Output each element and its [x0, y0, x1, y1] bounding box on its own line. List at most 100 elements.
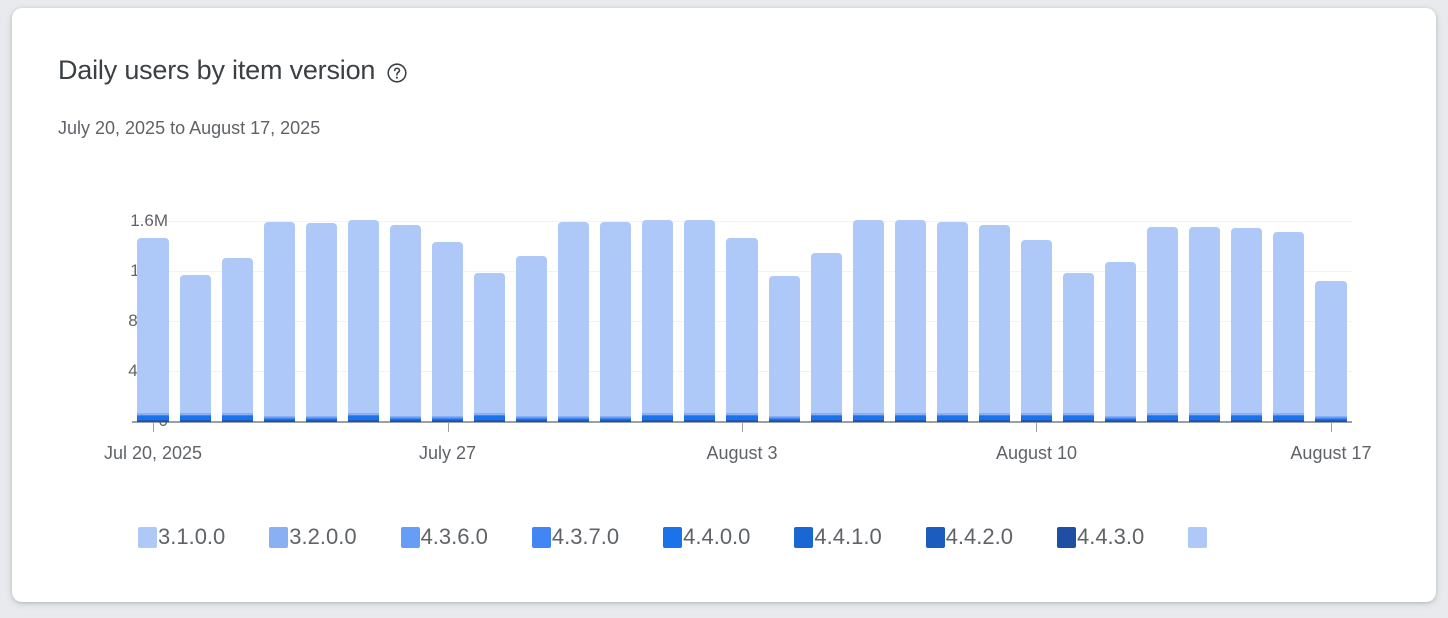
legend-item[interactable] — [1188, 526, 1208, 548]
bar-segment — [1105, 262, 1137, 417]
bar-segment — [179, 414, 211, 416]
bar-segment — [389, 419, 421, 421]
bar-segment — [768, 418, 800, 419]
bar-column[interactable] — [474, 273, 506, 421]
bar-column[interactable] — [263, 221, 295, 421]
bar-column[interactable] — [137, 238, 169, 421]
legend-item[interactable]: 4.4.2.0 — [925, 524, 1013, 550]
bar-column[interactable] — [684, 219, 716, 421]
bar-column[interactable] — [894, 219, 926, 421]
bar-column[interactable] — [1105, 262, 1137, 421]
bar-segment — [1105, 418, 1137, 419]
help-circle-icon[interactable] — [386, 62, 408, 84]
legend-item[interactable]: 4.3.7.0 — [531, 524, 619, 550]
bar-segment — [1231, 416, 1263, 420]
bar-column[interactable] — [558, 222, 590, 421]
bar-segment — [1062, 416, 1095, 420]
legend-item[interactable]: 4.4.0.0 — [663, 524, 750, 550]
legend-color-swatch — [1056, 526, 1076, 548]
bar-segment — [852, 415, 884, 417]
legend-item[interactable]: 4.4.1.0 — [794, 524, 882, 550]
bar-segment — [726, 419, 758, 421]
bar-segment — [137, 416, 169, 420]
bar-column[interactable] — [431, 242, 464, 421]
legend-item[interactable]: 3.2.0.0 — [269, 524, 357, 550]
bar-segment — [389, 417, 421, 419]
bar-segment — [978, 415, 1010, 417]
x-axis-tick — [1330, 423, 1332, 432]
bar-segment — [431, 418, 464, 419]
bar-column[interactable] — [936, 221, 968, 421]
bar-segment — [684, 415, 716, 417]
bar-column[interactable] — [1231, 228, 1263, 421]
bar-column[interactable] — [221, 258, 253, 421]
bar-segment — [305, 223, 337, 417]
bar-segment — [1020, 414, 1053, 416]
bar-segment — [1231, 228, 1263, 414]
bar-segment — [1147, 416, 1179, 420]
bar-segment — [558, 416, 590, 418]
bar-segment — [347, 416, 379, 420]
bar-segment — [179, 416, 211, 420]
bar-column[interactable] — [1147, 227, 1179, 421]
page-title: Daily users by item version — [58, 55, 408, 86]
bar-column[interactable] — [1020, 240, 1053, 421]
bar-segment — [894, 219, 926, 414]
chart-axis-baseline — [132, 421, 1352, 423]
bar-segment — [1147, 419, 1179, 421]
bar-column[interactable] — [852, 219, 884, 421]
bar-segment — [642, 415, 674, 417]
bar-segment — [642, 416, 674, 420]
bar-segment — [894, 413, 926, 415]
bar-segment — [347, 419, 379, 421]
bar-column[interactable] — [600, 222, 632, 421]
bar-column[interactable] — [389, 224, 421, 421]
bar-segment — [810, 419, 842, 421]
bar-segment — [179, 419, 211, 421]
bar-column[interactable] — [810, 252, 842, 421]
bar-segment — [684, 413, 716, 415]
bar-segment — [642, 414, 674, 416]
bar-segment — [600, 417, 632, 419]
bar-segment — [978, 414, 1010, 416]
bar-column[interactable] — [1062, 273, 1095, 421]
bar-segment — [810, 252, 842, 414]
bar-column[interactable] — [305, 223, 337, 421]
bar-segment — [347, 414, 379, 416]
bar-column[interactable] — [768, 275, 800, 421]
x-axis-tick — [1036, 423, 1038, 432]
bar-segment — [1147, 414, 1179, 416]
bar-segment — [978, 419, 1010, 421]
bar-column[interactable] — [642, 219, 674, 421]
bar-segment — [936, 419, 968, 421]
bar-segment — [1315, 418, 1347, 419]
bar-segment — [768, 275, 800, 417]
bar-segment — [726, 414, 758, 416]
bar-segment — [179, 274, 211, 414]
gridline — [132, 221, 1352, 222]
bar-segment — [263, 416, 295, 418]
bar-segment — [894, 414, 926, 416]
bar-segment — [221, 416, 253, 420]
legend-item[interactable]: 3.1.0.0 — [138, 524, 225, 550]
bar-column[interactable] — [978, 224, 1010, 421]
bar-segment — [137, 413, 169, 415]
bar-segment — [600, 418, 632, 420]
legend-item[interactable]: 4.4.3.0 — [1056, 524, 1144, 550]
x-axis-tick-label: August 10 — [995, 443, 1077, 463]
bar-column[interactable] — [347, 220, 379, 421]
bar-column[interactable] — [179, 274, 211, 421]
bar-column[interactable] — [1189, 227, 1221, 421]
bar-segment — [1231, 413, 1263, 415]
bar-segment — [389, 418, 421, 420]
bar-segment — [684, 219, 716, 414]
bar-column[interactable] — [1273, 232, 1305, 421]
bar-column[interactable] — [726, 238, 758, 421]
bar-segment — [852, 414, 884, 416]
bar-segment — [1105, 419, 1137, 421]
bar-segment — [1273, 413, 1305, 415]
bar-column[interactable] — [1315, 281, 1347, 421]
bar-column[interactable] — [516, 256, 548, 421]
bar-segment — [305, 416, 337, 418]
legend-item[interactable]: 4.3.6.0 — [400, 524, 488, 550]
